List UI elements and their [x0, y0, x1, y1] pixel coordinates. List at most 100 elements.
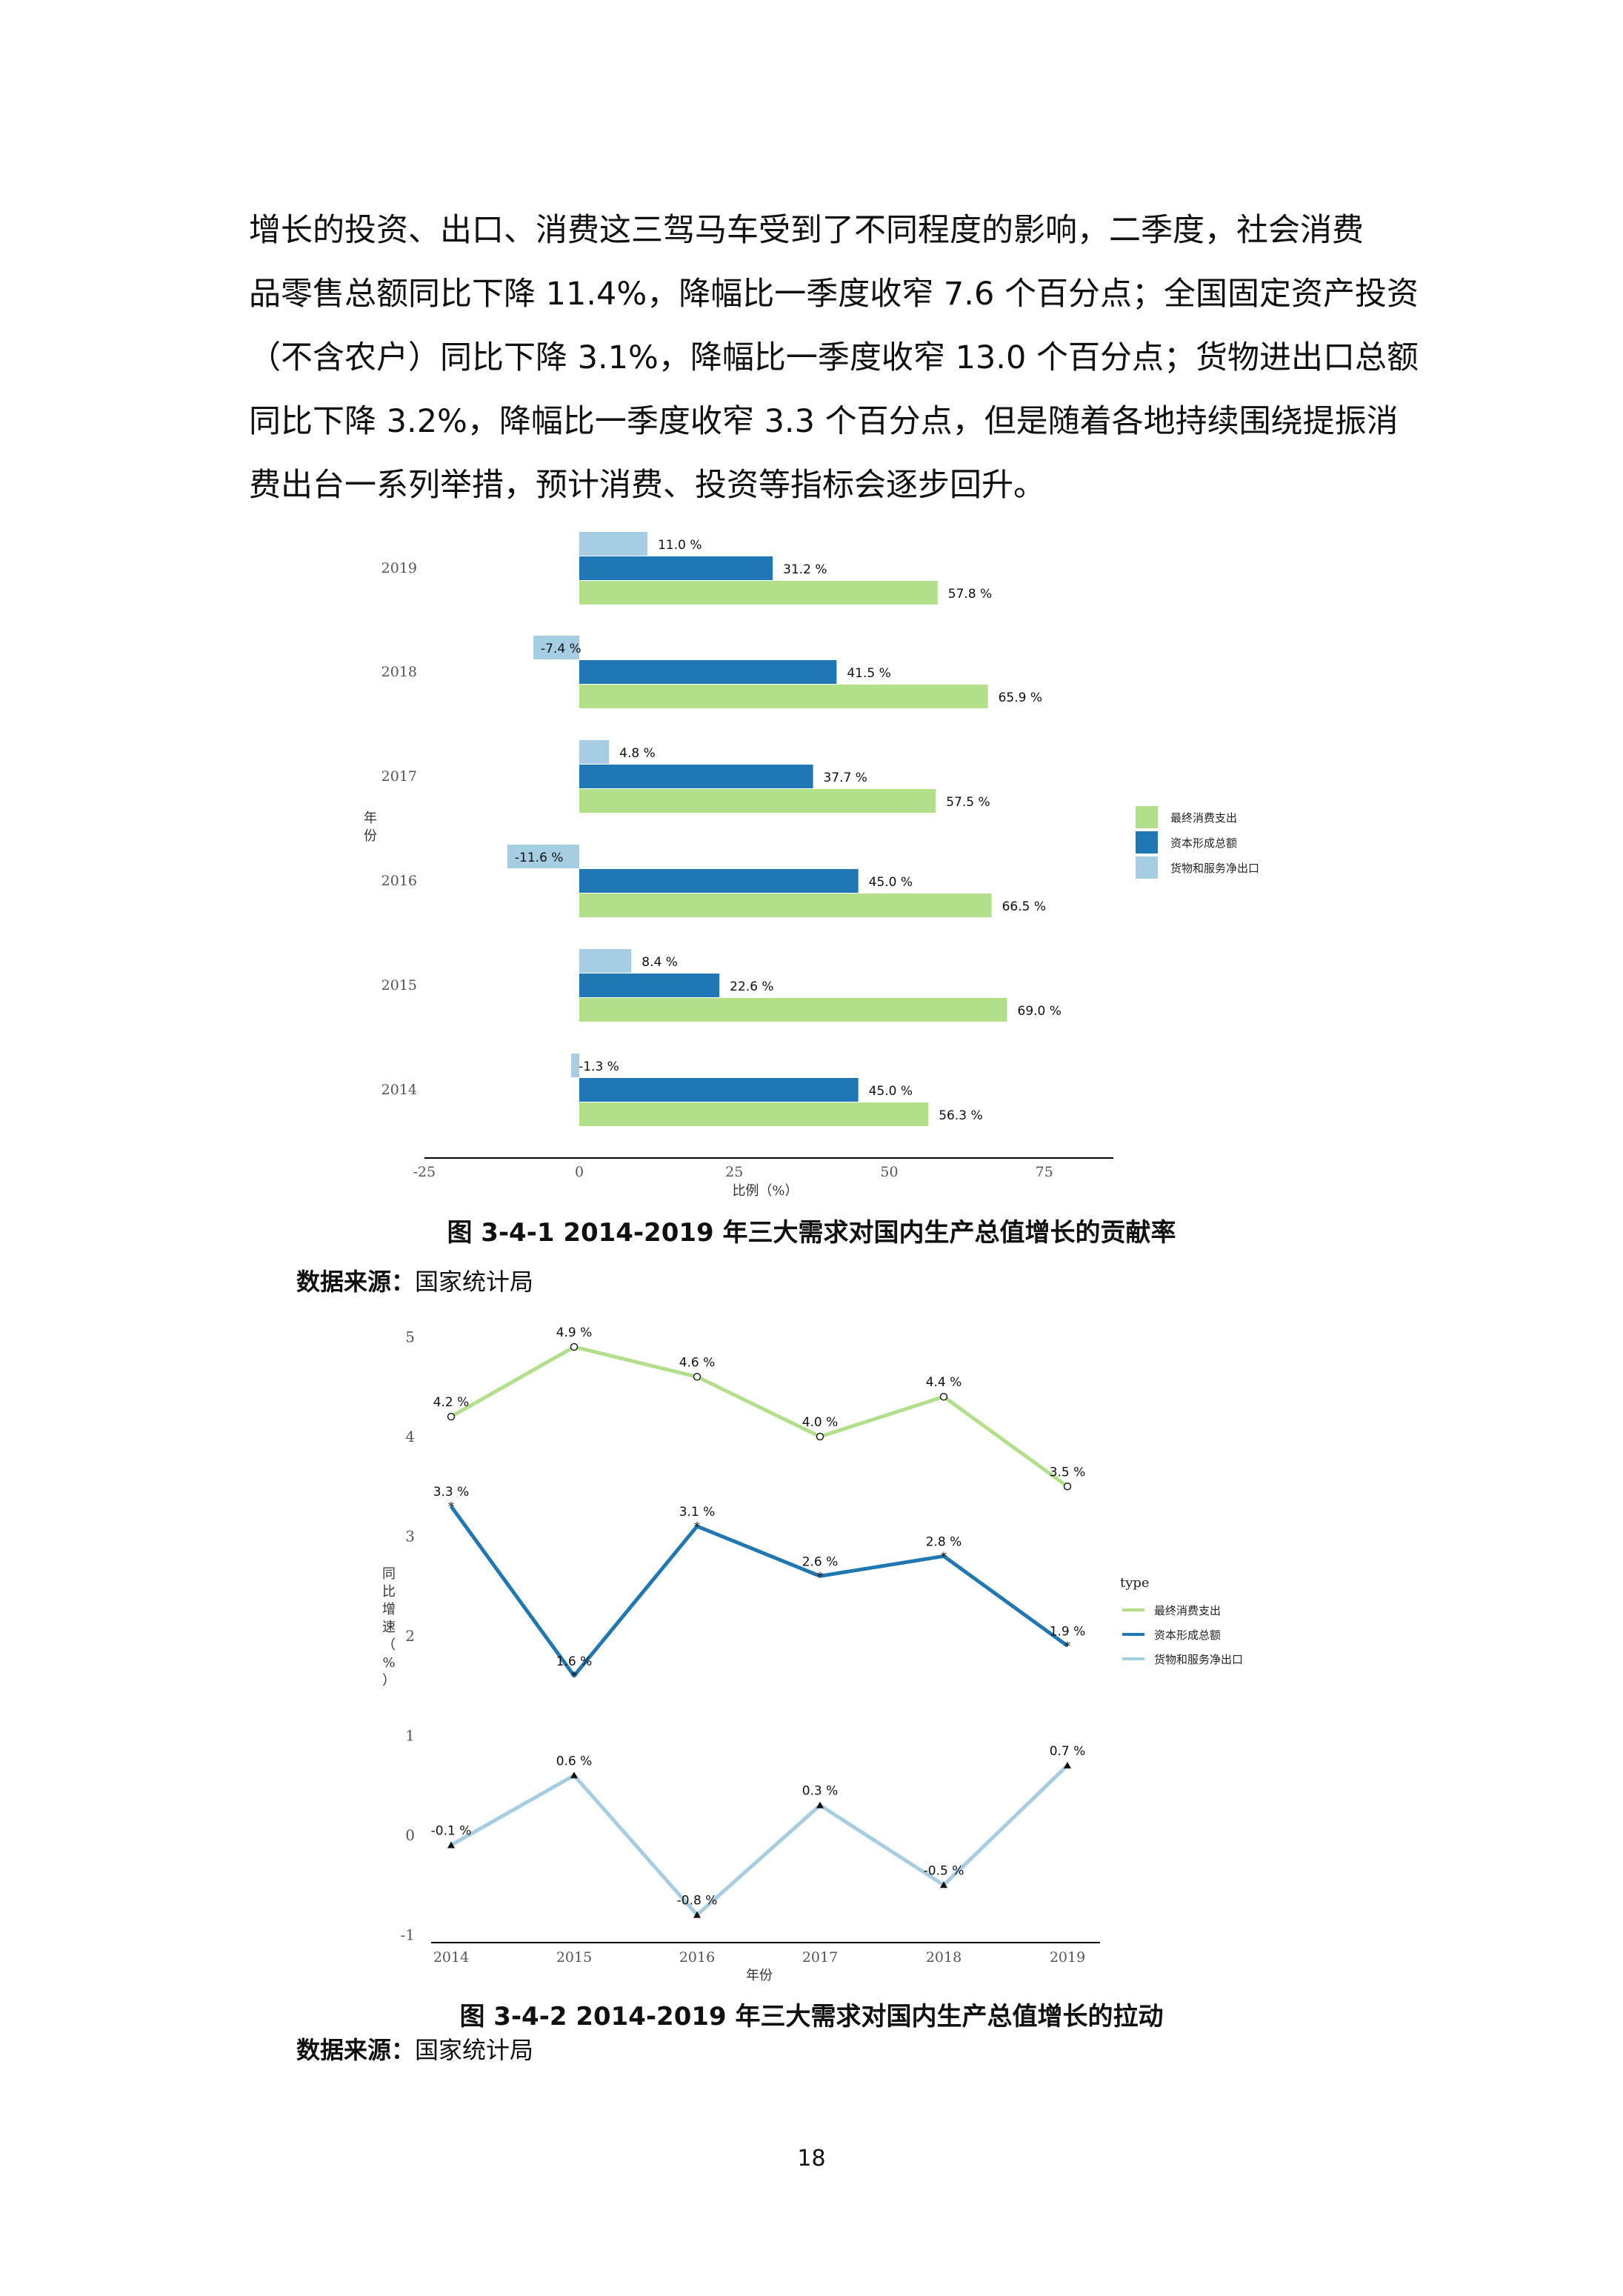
data-label: 1.6 % — [556, 1654, 593, 1669]
bar — [579, 894, 992, 917]
bar — [579, 1078, 859, 1102]
y-tick-label: -1 — [401, 1926, 415, 1944]
bar — [579, 765, 813, 788]
y-axis-label: 年份 — [364, 811, 377, 844]
data-label: 1.9 % — [1050, 1624, 1086, 1639]
data-label: 3.1 % — [679, 1505, 716, 1520]
x-tick-label: 0 — [575, 1164, 584, 1180]
data-point — [816, 1801, 824, 1808]
data-point — [1063, 1483, 1072, 1491]
data-label: 11.0 % — [658, 538, 701, 553]
x-tick-label: 2017 — [802, 1949, 838, 1966]
figure1-source: 数据来源：国家统计局 — [296, 1263, 533, 1297]
bar — [579, 556, 773, 580]
y-tick-label: 5 — [405, 1328, 415, 1346]
y-tick-label: 2019 — [381, 560, 417, 576]
bar — [579, 974, 720, 997]
bar — [579, 1102, 929, 1126]
data-point — [447, 1412, 456, 1421]
data-point: * — [817, 1569, 823, 1583]
x-tick-label: 25 — [725, 1164, 743, 1180]
y-tick-label: 2 — [405, 1627, 415, 1645]
data-label: -0.1 % — [431, 1823, 472, 1838]
source-value: 国家统计局 — [415, 2036, 534, 2064]
legend-swatch — [1136, 856, 1158, 879]
data-label: 2.6 % — [802, 1554, 839, 1569]
bar — [579, 869, 859, 893]
series-line — [450, 1345, 1069, 1488]
data-point: * — [571, 1669, 577, 1683]
data-label: 57.5 % — [946, 795, 990, 810]
data-point: * — [694, 1520, 700, 1534]
data-label: 4.9 % — [556, 1325, 593, 1340]
x-axis-label: 年份 — [746, 1968, 773, 1983]
data-point — [693, 1373, 701, 1381]
legend-swatch — [1136, 806, 1158, 828]
bar — [579, 581, 938, 605]
y-tick-label: 2018 — [381, 664, 417, 680]
bar — [507, 845, 579, 868]
y-tick-label: 1 — [405, 1727, 415, 1745]
x-tick-label: 50 — [880, 1164, 898, 1180]
data-point — [816, 1432, 824, 1441]
y-tick-label: 2017 — [381, 768, 417, 785]
data-point — [570, 1342, 579, 1351]
data-point — [939, 1392, 948, 1401]
paragraph-line: （不含农户）同比下降 3.1%，降幅比一季度收窄 13.0 个百分点；货物进出口… — [249, 339, 1419, 376]
data-label: -0.8 % — [677, 1894, 718, 1909]
data-label: 3.5 % — [1050, 1465, 1086, 1480]
data-label: 4.2 % — [433, 1395, 470, 1410]
y-axis-label: 同比增速（%） — [382, 1566, 396, 1688]
data-label: 22.6 % — [730, 979, 773, 994]
contribution-bar-chart: 11.0 % 31.2 % 57.8 % -7.4 % 41.5 % 65.9 % 4.8 … — [364, 532, 1259, 1199]
paragraph-line: 增长的投资、出口、消费这三驾马车受到了不同程度的影响，二季度，社会消费 — [249, 212, 1364, 249]
bar — [579, 789, 936, 813]
data-label: 4.4 % — [926, 1375, 962, 1390]
x-tick-label: 2015 — [556, 1949, 592, 1966]
data-point — [940, 1881, 947, 1889]
data-label: 45.0 % — [869, 1084, 913, 1099]
data-label: 45.0 % — [869, 875, 913, 890]
bar — [571, 1054, 579, 1077]
pull-line-chart: 5 4 3 2 1 0 -1 2014 2015 2016 2017 2018 2019 * * * * * *… — [382, 1325, 1243, 1983]
y-tick-label: 4 — [405, 1428, 415, 1445]
x-tick-label: 2014 — [433, 1949, 469, 1966]
data-label: -0.5 % — [924, 1863, 964, 1878]
data-label: 66.5 % — [1002, 899, 1046, 914]
y-tick-label: 3 — [405, 1528, 415, 1545]
bar — [533, 636, 579, 659]
legend-title: type — [1120, 1575, 1150, 1591]
paragraph-line: 品零售总额同比下降 11.4%，降幅比一季度收窄 7.6 个百分点；全国固定资产… — [249, 276, 1419, 313]
figure2-caption: 图 3-4-2 2014-2019 年三大需求对国内生产总值增长的拉动 — [459, 2002, 1164, 2032]
legend-label: 货物和服务净出口 — [1170, 862, 1259, 875]
data-label: 0.6 % — [556, 1754, 593, 1768]
y-tick-label: 2014 — [381, 1082, 417, 1098]
source-label: 数据来源： — [296, 1268, 416, 1296]
bar — [579, 740, 610, 764]
legend-swatch — [1136, 831, 1158, 853]
data-label: 4.0 % — [802, 1415, 839, 1430]
data-label: 0.7 % — [1050, 1744, 1086, 1759]
x-tick-label: -25 — [413, 1164, 436, 1180]
data-label: 56.3 % — [939, 1108, 982, 1123]
figure2-source: 数据来源：国家统计局 — [296, 2032, 533, 2066]
source-value: 国家统计局 — [415, 1268, 534, 1296]
data-point: * — [1064, 1639, 1070, 1653]
data-point — [447, 1841, 455, 1849]
body-paragraph: 增长的投资、出口、消费这三驾马车受到了不同程度的影响，二季度，社会消费 品零售总… — [249, 199, 1419, 517]
data-label: -1.3 % — [579, 1059, 619, 1074]
x-tick-label: 2018 — [926, 1949, 962, 1966]
legend-label: 货物和服务净出口 — [1154, 1653, 1243, 1666]
data-point: * — [941, 1549, 947, 1563]
data-label: -7.4 % — [541, 642, 581, 656]
legend-label: 资本形成总额 — [1170, 836, 1237, 850]
page-number: 18 — [797, 2146, 826, 2172]
y-tick-label: 2016 — [381, 873, 417, 889]
legend-label: 最终消费支出 — [1170, 811, 1237, 825]
data-label: -11.6 % — [515, 851, 564, 865]
data-label: 4.8 % — [619, 746, 656, 761]
data-label: 41.5 % — [847, 666, 890, 681]
data-point — [1064, 1761, 1071, 1768]
